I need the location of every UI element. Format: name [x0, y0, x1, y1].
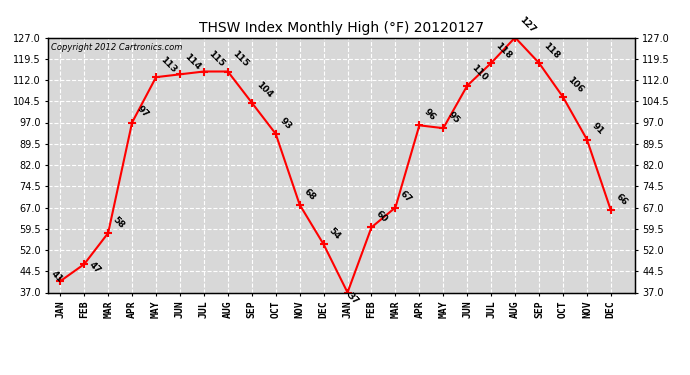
- Text: 93: 93: [279, 116, 294, 131]
- Text: 37: 37: [345, 291, 360, 306]
- Text: 54: 54: [326, 226, 342, 242]
- Text: 110: 110: [470, 63, 489, 83]
- Text: 118: 118: [494, 40, 513, 60]
- Text: 97: 97: [135, 104, 150, 120]
- Text: 47: 47: [87, 260, 102, 275]
- Text: 127: 127: [518, 15, 538, 35]
- Text: 115: 115: [230, 49, 250, 69]
- Text: 68: 68: [302, 187, 317, 202]
- Text: 58: 58: [111, 215, 126, 230]
- Text: 60: 60: [374, 210, 389, 225]
- Text: 113: 113: [159, 55, 179, 74]
- Text: 115: 115: [207, 49, 226, 69]
- Title: THSW Index Monthly High (°F) 20120127: THSW Index Monthly High (°F) 20120127: [199, 21, 484, 35]
- Text: 96: 96: [422, 107, 437, 123]
- Text: 95: 95: [446, 110, 462, 125]
- Text: 67: 67: [398, 189, 413, 205]
- Text: 114: 114: [183, 52, 202, 72]
- Text: Copyright 2012 Cartronics.com: Copyright 2012 Cartronics.com: [51, 43, 183, 52]
- Text: 91: 91: [590, 122, 605, 137]
- Text: 66: 66: [613, 192, 629, 207]
- Text: 118: 118: [542, 40, 562, 60]
- Text: 41: 41: [49, 268, 64, 284]
- Text: 106: 106: [566, 75, 585, 94]
- Text: 104: 104: [255, 80, 274, 100]
